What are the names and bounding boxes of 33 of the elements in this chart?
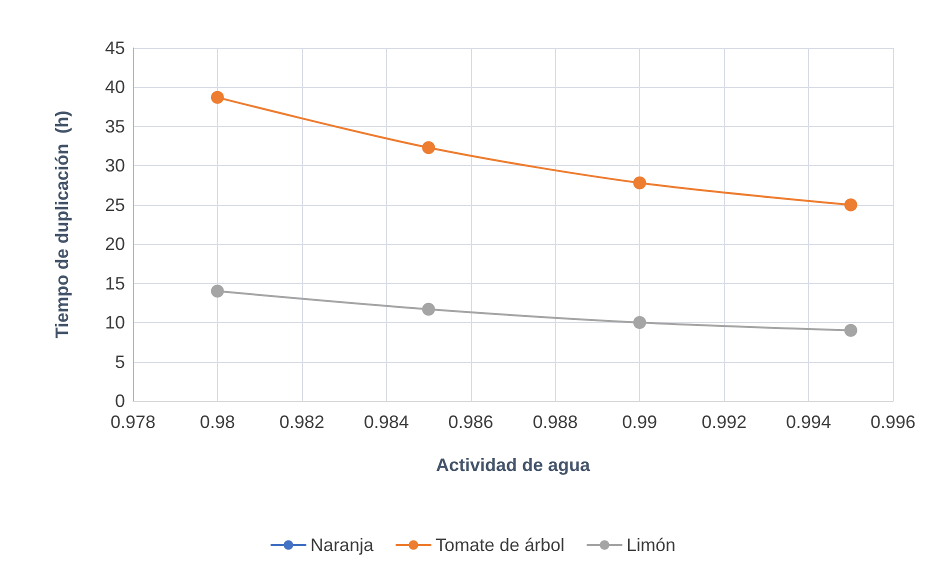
x-tick-label: 0.984 <box>364 412 409 432</box>
legend-label: Tomate de árbol <box>435 535 565 555</box>
x-tick-label: 0.99 <box>622 412 658 432</box>
y-tick-label: 40 <box>104 77 125 98</box>
y-tick-label: 15 <box>104 273 125 294</box>
x-tick-label: 0.996 <box>870 412 916 432</box>
x-tick-label: 0.994 <box>786 412 832 432</box>
y-tick-label: 35 <box>104 116 125 136</box>
y-axis-title: Tiempo de duplicación (h) <box>52 110 72 338</box>
x-tick-label: 0.986 <box>448 412 494 432</box>
legend-label: Limón <box>626 535 676 555</box>
point <box>210 90 224 104</box>
x-tick-label: 0.988 <box>532 412 578 432</box>
y-tick-label: 10 <box>104 312 125 333</box>
point <box>422 141 436 154</box>
y-tick-label: 0 <box>114 391 125 411</box>
y-tick-label: 30 <box>104 156 125 176</box>
point <box>844 198 858 212</box>
y-tick-label: 25 <box>104 194 125 215</box>
y-tick-label: 20 <box>104 234 125 254</box>
y-tick-label: 45 <box>104 38 125 58</box>
x-tick-label: 0.978 <box>110 412 156 432</box>
point <box>844 324 858 337</box>
x-tick-label: 0.992 <box>702 412 747 432</box>
point <box>210 284 224 298</box>
y-tick-label: 5 <box>114 352 125 372</box>
point <box>633 316 646 330</box>
x-tick-label: 0.98 <box>200 412 235 432</box>
x-axis-title: Actividad de agua <box>436 455 592 475</box>
point <box>633 176 646 190</box>
point <box>422 302 436 316</box>
legend-label: Naranja <box>310 535 374 555</box>
x-tick-label: 0.982 <box>279 412 324 432</box>
